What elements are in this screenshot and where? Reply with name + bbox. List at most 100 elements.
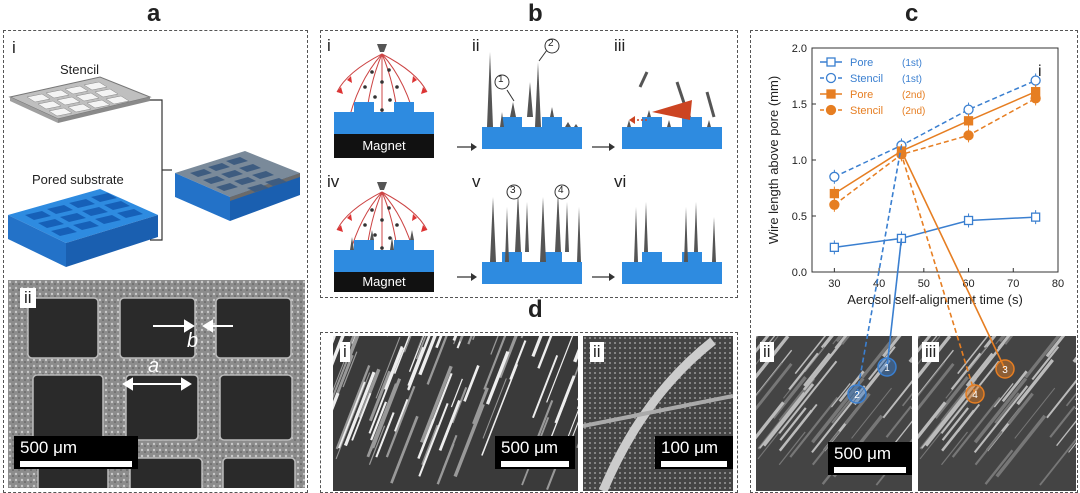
wire-streak [762, 382, 815, 447]
wire-streak [756, 362, 793, 411]
wire-streak [333, 356, 347, 392]
panel-b-sub-vi: vi [612, 172, 629, 192]
scalebar-a: 500 μm [14, 436, 138, 469]
scalebar-d-i-label: 500 μm [501, 438, 559, 457]
wire-streak [335, 365, 371, 450]
wire-streak [984, 449, 1014, 485]
dimension-a: a [148, 355, 160, 377]
wire-streak [820, 336, 833, 349]
plot-area [811, 47, 1059, 273]
wire-streak [415, 336, 427, 360]
wire-streak [1007, 336, 1013, 341]
wire-streak [803, 352, 831, 387]
scalebar-c-bar [834, 467, 906, 473]
wire-streak [832, 336, 840, 345]
wire-streak [451, 387, 468, 424]
circle-number-2: 2 [548, 38, 554, 49]
wire-streak [368, 425, 386, 465]
scalebar-d-ii: 100 μm [655, 436, 733, 469]
stencil-illustration [8, 76, 152, 123]
wire-streak [983, 336, 996, 349]
scalebar-a-label: 500 μm [20, 438, 78, 457]
y-tick-label: 0.0 [792, 267, 807, 279]
data-point [829, 199, 840, 210]
wire-streak [420, 365, 453, 443]
panel-b-sub-ii: ii [470, 36, 482, 56]
legend: Pore (1st) Stencil (1st) Pore (2nd) Stencil (2n… [820, 57, 925, 117]
wire-streak [974, 430, 1003, 466]
wire-streak [472, 336, 476, 341]
data-point [829, 188, 840, 199]
sem-image-d-i [333, 336, 578, 491]
substrate-label: Pored substrate [32, 172, 124, 187]
circle-number-4: 4 [558, 185, 564, 196]
wire-streak [394, 398, 409, 432]
wire-streak [1068, 442, 1076, 453]
wire-streak [348, 336, 360, 360]
x-tick-label: 50 [918, 278, 930, 290]
data-point [1030, 75, 1041, 86]
wire-streak [573, 348, 578, 363]
wire-streak [483, 336, 507, 390]
panel-a-sub-ii: ii [20, 288, 36, 308]
wire-streak [531, 336, 543, 358]
wire-streak [520, 336, 524, 339]
combined-illustration [175, 151, 300, 221]
wire-streak [841, 336, 851, 345]
wire-streak [794, 336, 827, 375]
wire-streak [453, 403, 485, 478]
wire-streak [1039, 438, 1076, 486]
wire-streak [973, 385, 1029, 454]
wire-streak [393, 336, 411, 374]
data-point [963, 116, 974, 126]
wire-streak [438, 400, 461, 452]
wire-streak [918, 401, 947, 440]
wire-streak [902, 392, 912, 407]
wire-streak [993, 382, 1014, 408]
data-point [826, 89, 836, 99]
wire-streak [1045, 336, 1066, 358]
legend-label: Stencil [850, 73, 883, 85]
data-point [829, 242, 840, 253]
wire-streak [778, 431, 806, 466]
wire-streak [973, 377, 1028, 444]
wire-streak [546, 336, 574, 403]
panel-b-sub-iii: iii [612, 36, 628, 56]
wire-streak [368, 347, 404, 434]
wire-streak [490, 336, 499, 355]
panel-b-schematic: Magnet Magnet [334, 38, 722, 292]
panel-c-label: c [905, 0, 919, 27]
wire-streak [384, 345, 403, 390]
wire-streak [452, 336, 458, 342]
scalebar-d-i-bar [501, 461, 569, 467]
sem-image-c-iii [918, 336, 1076, 491]
data-point [896, 233, 907, 244]
wire-streak [421, 424, 439, 466]
wire-streak [1024, 336, 1061, 379]
x-axis-label: Aerosol self-alignment time (s) [847, 292, 1023, 307]
wire-streak [1072, 356, 1076, 363]
wire-streak [995, 414, 1047, 478]
panel-b-sub-v: v [470, 172, 483, 192]
wire-streak [811, 430, 840, 466]
wire-streak [1016, 358, 1054, 406]
wire-streak [346, 336, 355, 352]
scalebar-d-ii-bar [661, 461, 727, 467]
wire-streak [554, 375, 576, 424]
wire-streak [485, 350, 510, 405]
wire-streak [1007, 392, 1034, 425]
wire-streak [418, 403, 449, 477]
wire-streak [482, 378, 507, 439]
y-tick-label: 0.5 [792, 211, 807, 223]
pored-substrate-illustration [8, 189, 158, 267]
wire-streak [408, 336, 425, 372]
wire-streak [885, 405, 912, 438]
wire-streak [1065, 392, 1076, 407]
wire-streak [957, 403, 981, 433]
wire-streak [481, 364, 519, 456]
wire-streak [1049, 405, 1076, 438]
y-axis-label: Wire length above pore (mm) [766, 76, 781, 244]
y-tick-label: 2.0 [792, 43, 807, 55]
wire-streak [788, 352, 819, 391]
wire-streak [418, 336, 437, 376]
